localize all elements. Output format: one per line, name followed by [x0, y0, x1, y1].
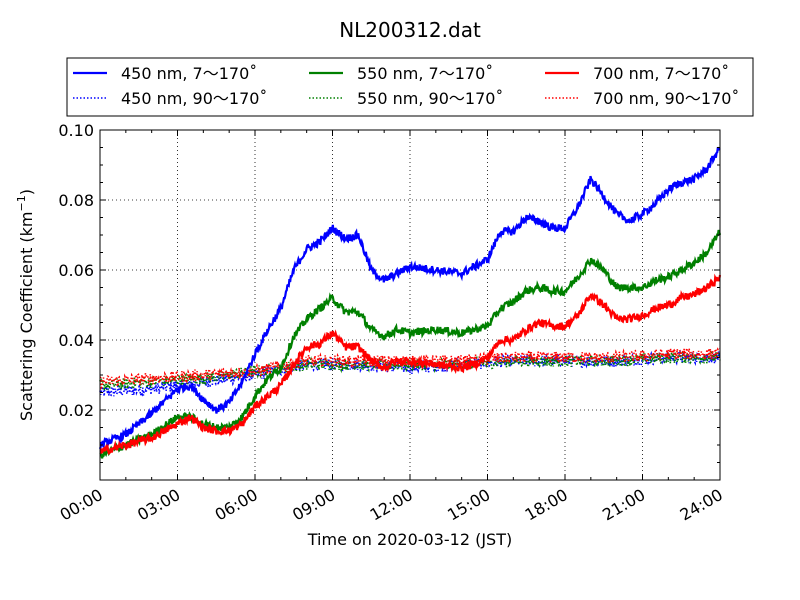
legend-label-0: 450 nm, 7～170˚ — [121, 64, 257, 83]
x-tick-labels: 00:00 03:00 06:00 09:00 12:00 15:00 18:00 21:00… — [57, 485, 726, 525]
ticks — [99, 129, 721, 480]
series-group — [98, 146, 722, 459]
legend-label-5: 700 nm, 90～170˚ — [593, 89, 739, 108]
x-tick-label: 21:00 — [599, 485, 648, 525]
x-tick-label: 00:00 — [57, 485, 106, 525]
series-line-3 — [99, 350, 721, 391]
y-tick-label: 0.08 — [58, 191, 94, 210]
x-tick-label: 12:00 — [367, 485, 416, 525]
legend-frame — [66, 57, 754, 117]
y-axis-label: Scattering Coefficient (km−1) — [15, 189, 36, 421]
x-tick-label: 24:00 — [677, 485, 726, 525]
series-line-0 — [98, 146, 721, 450]
legend-label-2: 550 nm, 7～170˚ — [357, 64, 493, 83]
y-axis-label-tail: ) — [17, 189, 36, 195]
y-tick-labels: 0.02 0.04 0.06 0.08 0.10 — [58, 121, 94, 420]
chart-title: NL200312.dat — [339, 18, 481, 42]
x-axis-label: Time on 2020-03-12 (JST) — [307, 530, 512, 549]
legend: 450 nm, 7～170˚ 450 nm, 90～170˚ 550 nm, 7～1… — [66, 57, 754, 117]
legend-label-3: 550 nm, 90～170˚ — [357, 89, 503, 108]
y-axis-label-main: Scattering Coefficient (km — [17, 211, 36, 421]
x-tick-label: 06:00 — [212, 485, 261, 525]
plot-frame — [100, 130, 720, 480]
legend-label-1: 450 nm, 90～170˚ — [121, 89, 267, 108]
x-tick-label: 18:00 — [522, 485, 571, 525]
legend-label-4: 700 nm, 7～170˚ — [593, 64, 729, 83]
x-tick-label: 09:00 — [289, 485, 338, 525]
series-line-5 — [99, 346, 721, 390]
y-tick-label: 0.06 — [58, 261, 94, 280]
y-tick-label: 0.04 — [58, 331, 94, 350]
x-tick-label: 15:00 — [444, 485, 493, 525]
y-tick-label: 0.10 — [58, 121, 94, 140]
series-line-4 — [99, 273, 722, 456]
x-tick-label: 03:00 — [134, 485, 183, 525]
y-axis-label-superscript: −1 — [15, 195, 28, 211]
y-tick-label: 0.02 — [58, 401, 94, 420]
